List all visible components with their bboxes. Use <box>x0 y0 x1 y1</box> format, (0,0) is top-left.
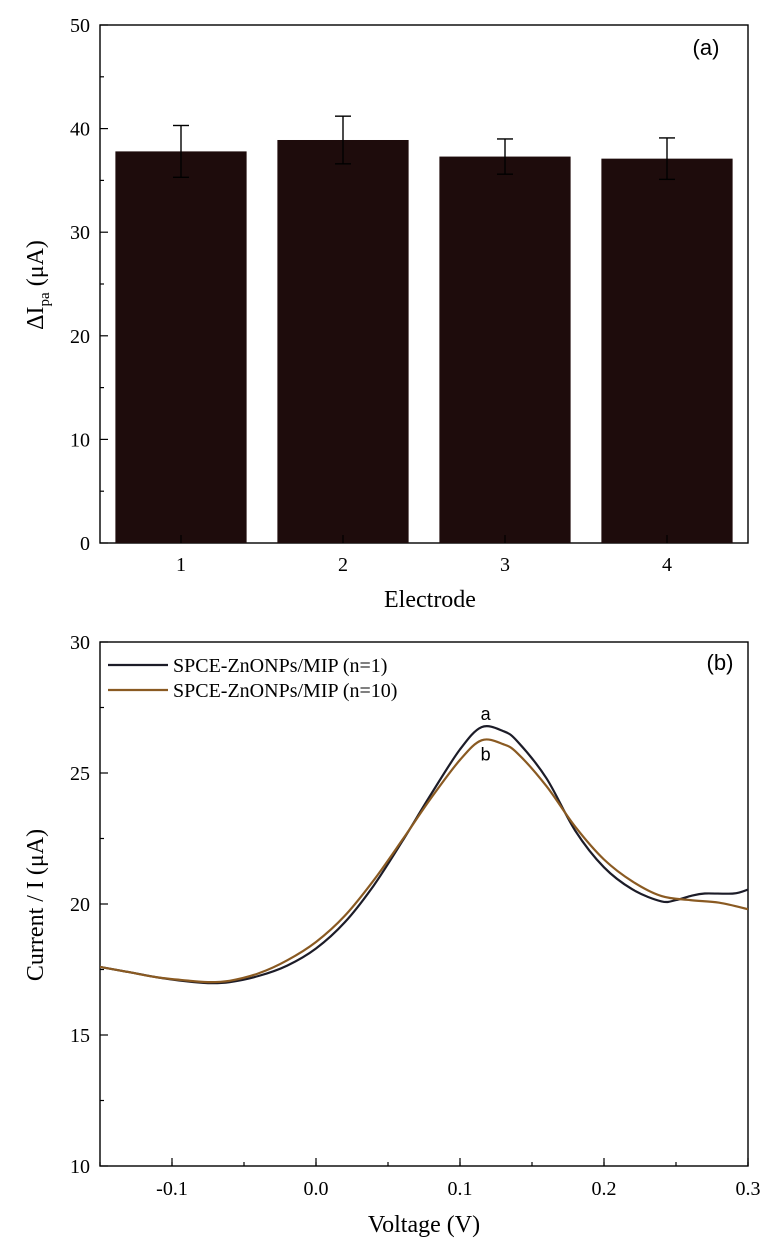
error-bar-3 <box>497 138 513 175</box>
legend: SPCE-ZnONPs/MIP (n=1) SPCE-ZnONPs/MIP (n=… <box>108 655 397 702</box>
x-tick-label-b: 0.1 <box>448 1178 473 1200</box>
y-tick-label-b: 25 <box>70 763 90 785</box>
legend-label-1: SPCE-ZnONPs/MIP (n=1) <box>173 655 387 677</box>
y-tick-label-b: 10 <box>70 1156 90 1178</box>
line-chart-panel: -0.1 0.0 0.1 0.2 0.3 10 15 20 25 30 SPCE-ZnONPs/M… <box>23 632 761 1238</box>
line-chart-frame <box>99 641 749 1167</box>
x-tick-label-a: 1 <box>176 554 186 576</box>
error-bar-4 <box>659 137 675 181</box>
panel-label-b: (b) <box>707 650 734 675</box>
y-tick-label-b: 30 <box>70 632 90 654</box>
y-axis-label-main: ΔI <box>23 306 49 329</box>
y-axis-label-a: ΔIpa (μA) <box>23 240 53 330</box>
y-tick-label-a: 20 <box>70 326 90 348</box>
error-bar-2 <box>335 115 351 165</box>
y-tick-label-b: 15 <box>70 1025 90 1047</box>
x-tick-label-b: 0.3 <box>736 1178 761 1200</box>
y-tick-label-b: 20 <box>70 894 90 916</box>
y-tick-label-a: 0 <box>80 533 90 555</box>
x-axis-label-a: Electrode <box>384 587 476 613</box>
x-tick-label-a: 2 <box>338 554 348 576</box>
x-tick-label-b: 0.0 <box>304 1178 329 1200</box>
y-tick-label-a: 30 <box>70 222 90 244</box>
series-line-2 <box>100 738 748 984</box>
bar-electrode-2 <box>277 139 409 543</box>
peak-label-a: a <box>481 704 492 724</box>
x-axis-label-b: Voltage (V) <box>368 1212 480 1238</box>
x-tick-label-a: 4 <box>662 554 672 576</box>
peak-label-b: b <box>481 744 491 764</box>
legend-label-2: SPCE-ZnONPs/MIP (n=10) <box>173 680 397 702</box>
series-line-1 <box>100 725 748 985</box>
panel-label-a: (a) <box>693 35 720 60</box>
y-axis-label-b: Current / I (μA) <box>23 829 49 981</box>
y-tick-label-a: 50 <box>70 15 90 37</box>
bar-electrode-3 <box>439 156 571 543</box>
bar-electrode-4 <box>601 158 733 544</box>
y-tick-label-a: 40 <box>70 119 90 141</box>
y-tick-label-a: 10 <box>70 429 90 451</box>
error-bar-1 <box>173 124 189 178</box>
x-tick-label-b: -0.1 <box>156 1178 188 1200</box>
x-tick-label-b: 0.2 <box>592 1178 617 1200</box>
bar-electrode-1 <box>115 151 247 543</box>
x-tick-label-a: 3 <box>500 554 510 576</box>
y-axis-label-unit: (μA) <box>23 240 49 286</box>
y-axis-label-sub: pa <box>37 292 53 307</box>
